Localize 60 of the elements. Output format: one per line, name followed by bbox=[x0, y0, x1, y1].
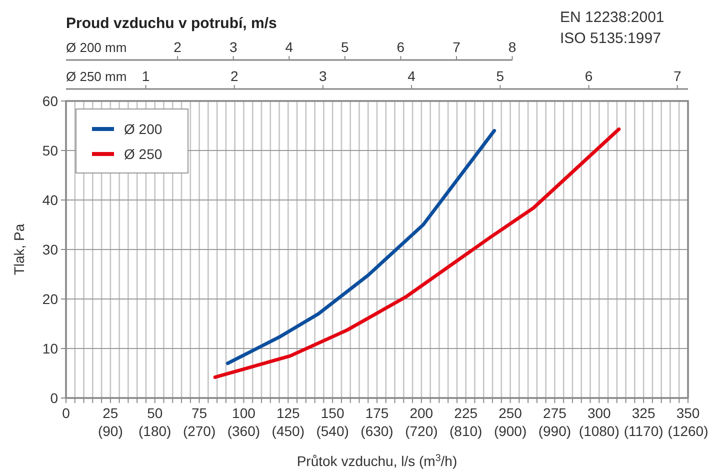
x-tick-label: 250 bbox=[498, 405, 522, 421]
x-tick-label: 200 bbox=[410, 405, 434, 421]
legend-label: Ø 250 bbox=[124, 146, 162, 162]
x-tick-label: 275 bbox=[543, 405, 567, 421]
x-tick-label: 175 bbox=[365, 405, 389, 421]
x-axis-title: Průtok vzduchu, l/s (m$^{3}$/h) bbox=[296, 452, 458, 469]
x-tick-label: 75 bbox=[191, 405, 208, 421]
x-tick-label: (1170) bbox=[624, 423, 664, 439]
x2-tick-label: 2 bbox=[174, 39, 182, 55]
y-tick-label: 50 bbox=[42, 142, 58, 158]
x-tick-label: (900) bbox=[494, 423, 527, 439]
x-tick-label: 25 bbox=[102, 405, 118, 421]
legend-label: Ø 200 bbox=[124, 121, 162, 137]
x-tick-label: 150 bbox=[320, 405, 344, 421]
x-tick-label: 325 bbox=[632, 405, 656, 421]
x-tick-label: (180) bbox=[138, 423, 172, 439]
x2-tick-label: 8 bbox=[508, 39, 516, 55]
x-tick-label: (450) bbox=[272, 423, 304, 439]
x2-axis-title: Ø 250 mm bbox=[66, 69, 127, 84]
x-tick-label: (360) bbox=[227, 423, 260, 439]
text: ISO 5135:1997 bbox=[560, 30, 661, 47]
x-tick-label: (90) bbox=[98, 423, 123, 439]
x-tick-label: (720) bbox=[405, 423, 438, 439]
x-tick-label: 50 bbox=[147, 405, 163, 421]
x-tick-label: (810) bbox=[450, 423, 482, 439]
x-tick-label: 125 bbox=[276, 405, 300, 421]
y-tick-label: 20 bbox=[42, 291, 58, 307]
x-tick-label: (990) bbox=[538, 423, 572, 439]
x-tick-label: (270) bbox=[182, 423, 216, 439]
x2-axis-title: Ø 200 mm bbox=[66, 40, 127, 55]
y-tick-label: 10 bbox=[42, 340, 58, 356]
x2-tick-label: 7 bbox=[452, 39, 461, 55]
x2-tick-label: 5 bbox=[341, 39, 350, 55]
y-tick-label: 30 bbox=[42, 242, 58, 258]
x2-tick-label: 4 bbox=[285, 39, 294, 55]
x-tick-label: 225 bbox=[454, 405, 478, 421]
x2-tick-label: 3 bbox=[319, 68, 328, 84]
chart-title: Proud vzduchu v potrubí, m/s bbox=[66, 15, 277, 32]
x2-tick-label: 7 bbox=[673, 68, 682, 84]
x-tick-label: 350 bbox=[676, 405, 700, 421]
x-tick-label: (1080) bbox=[578, 423, 620, 439]
y-tick-label: 40 bbox=[42, 192, 58, 208]
y-tick-label: 60 bbox=[42, 93, 58, 109]
y-tick-label: 0 bbox=[50, 390, 58, 406]
x2-tick-label: 1 bbox=[142, 68, 150, 84]
x2-tick-label: 5 bbox=[496, 68, 504, 84]
x-tick-label: (630) bbox=[360, 423, 394, 439]
x2-tick-label: 3 bbox=[229, 39, 238, 55]
x-tick-label: 0 bbox=[62, 405, 70, 421]
x-tick-label: 100 bbox=[232, 405, 256, 421]
text: EN 12238:2001 bbox=[560, 9, 664, 26]
x2-tick-label: 2 bbox=[230, 68, 238, 84]
x2-tick-label: 6 bbox=[584, 68, 593, 84]
x-tick-label: (1260) bbox=[668, 423, 708, 439]
x-tick-label: (540) bbox=[316, 423, 349, 439]
x2-tick-label: 4 bbox=[408, 68, 416, 84]
x-tick-label: 300 bbox=[587, 405, 612, 421]
x2-tick-label: 6 bbox=[396, 39, 405, 55]
line-series bbox=[226, 128, 496, 366]
y-axis-title: Tlak, Pa bbox=[11, 224, 27, 276]
